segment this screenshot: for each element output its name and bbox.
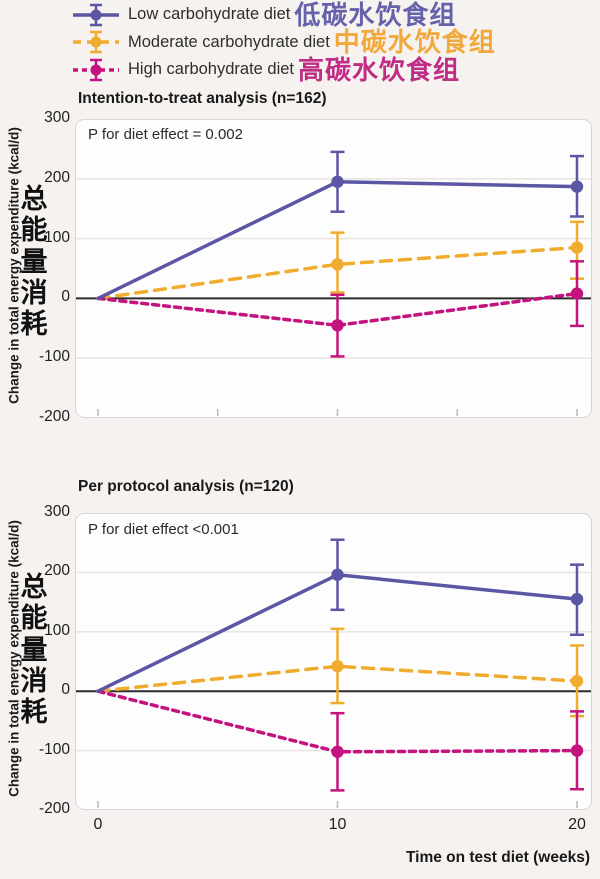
series-solid bbox=[96, 538, 584, 693]
cjk-character: 总 bbox=[20, 184, 48, 214]
panel1-p-value: P for diet effect = 0.002 bbox=[88, 126, 243, 143]
series-dotted bbox=[96, 689, 584, 792]
x-tick-label: 20 bbox=[568, 816, 586, 833]
y-tick-label: -100 bbox=[38, 740, 70, 758]
panel2-p-value: P for diet effect <0.001 bbox=[88, 521, 239, 538]
cjk-character: 能 bbox=[20, 603, 48, 634]
y-tick-label: 0 bbox=[61, 681, 70, 699]
panel1-y-axis-label-cjk: 总能量消耗 bbox=[19, 184, 49, 341]
y-tick-label: 300 bbox=[44, 109, 70, 126]
y-tick-label: 0 bbox=[61, 288, 70, 306]
cjk-character: 消 bbox=[20, 665, 48, 696]
legend-item: High carbohydrate diet 高碳水饮食组 bbox=[73, 56, 460, 83]
legend-item-label-cjk: 中碳水饮食组 bbox=[333, 27, 496, 57]
legend-marker-icon bbox=[73, 30, 119, 54]
cjk-character: 耗 bbox=[20, 309, 48, 340]
panel2-y-axis-label-cjk: 总能量消耗 bbox=[19, 572, 49, 729]
legend-item: Moderate carbohydrate diet 中碳水饮食组 bbox=[73, 29, 496, 56]
y-tick-label: 200 bbox=[44, 168, 70, 186]
panel2-chart bbox=[76, 538, 591, 808]
cjk-character: 耗 bbox=[20, 697, 48, 728]
legend-item-label-cjk: 低碳水饮食组 bbox=[294, 0, 457, 30]
series-solid bbox=[96, 150, 584, 301]
y-tick-label: -200 bbox=[38, 408, 70, 425]
x-axis-label: Time on test diet (weeks) bbox=[405, 849, 590, 866]
legend-item: Low carbohydrate diet 低碳水饮食组 bbox=[73, 1, 456, 28]
legend-marker-icon bbox=[73, 3, 119, 26]
cjk-character: 量 bbox=[20, 246, 48, 277]
y-tick-label: -200 bbox=[38, 800, 70, 817]
y-tick-label: 200 bbox=[44, 562, 70, 580]
legend-marker-icon bbox=[73, 58, 119, 81]
series-dashed bbox=[96, 220, 584, 301]
cjk-character: 量 bbox=[20, 634, 48, 665]
legend-item-label: Low carbohydrate diet bbox=[128, 5, 291, 23]
x-tick-label: 10 bbox=[328, 816, 347, 833]
series-dashed bbox=[96, 627, 584, 718]
legend-item-label: High carbohydrate diet bbox=[128, 60, 295, 78]
legend-item-label: Moderate carbohydrate diet bbox=[128, 32, 330, 51]
panel1-chart bbox=[76, 150, 591, 416]
cjk-character: 消 bbox=[20, 277, 48, 308]
panel2-title: Per protocol analysis (n=120) bbox=[78, 478, 294, 495]
legend-item-label-cjk: 高碳水饮食组 bbox=[298, 54, 461, 85]
y-tick-label: 300 bbox=[44, 503, 70, 520]
y-tick-label: 100 bbox=[44, 621, 70, 639]
cjk-character: 能 bbox=[20, 215, 48, 246]
x-tick-label: 0 bbox=[93, 816, 103, 833]
y-tick-label: -100 bbox=[38, 348, 70, 366]
series-dotted bbox=[96, 260, 584, 358]
y-tick-label: 100 bbox=[44, 228, 70, 246]
cjk-character: 总 bbox=[20, 572, 48, 602]
panel1-title: Intention-to-treat analysis (n=162) bbox=[78, 90, 327, 107]
